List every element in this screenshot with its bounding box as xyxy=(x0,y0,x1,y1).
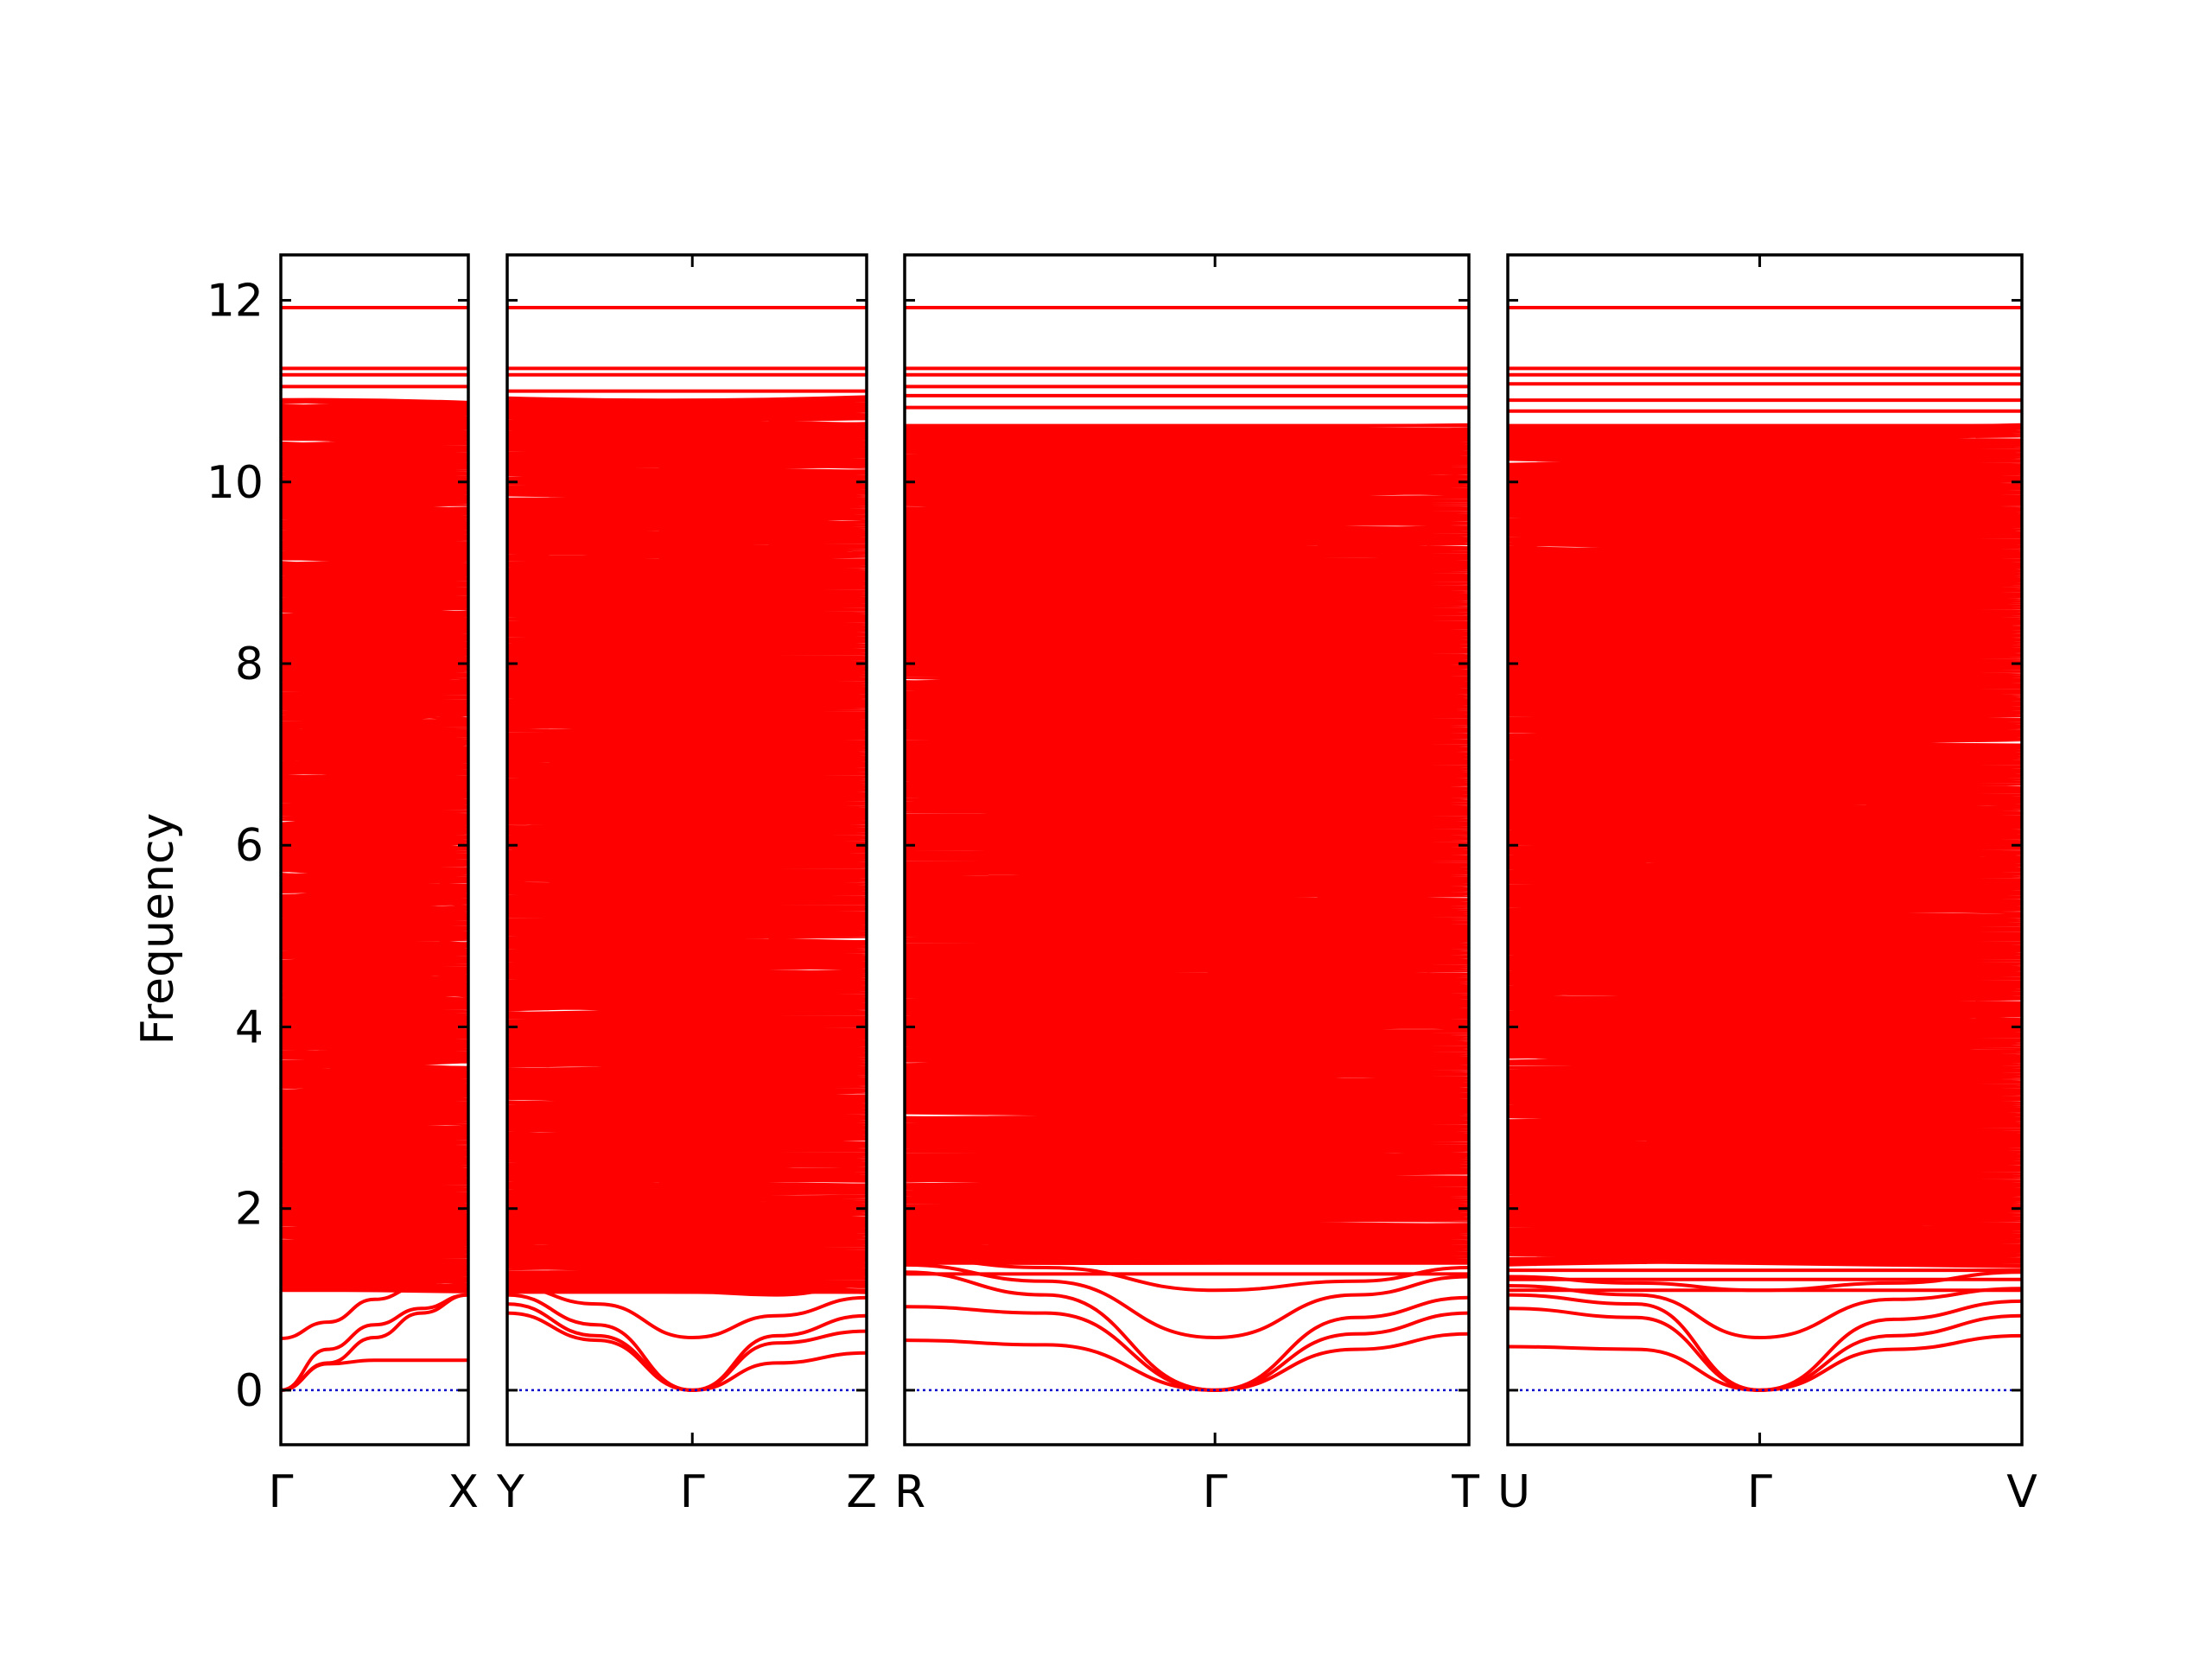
panel-2-frame xyxy=(505,253,868,1446)
panel-3-acoustic-branch-4 xyxy=(905,1256,1469,1293)
panel-3-bands xyxy=(905,305,1469,1392)
panel-2-acoustic-branch-2 xyxy=(507,1293,867,1392)
panel-4-frame xyxy=(1506,253,2024,1446)
panel-1-frame xyxy=(279,253,470,1446)
x-tick-label-V: V xyxy=(2006,1466,2037,1518)
y-tick-label-10: 10 xyxy=(207,457,264,509)
y-tick-label-4: 4 xyxy=(235,1001,264,1053)
panel-3-dense-bands xyxy=(905,423,1469,1265)
x-tick-label-Y: Y xyxy=(496,1466,524,1518)
x-tick-label-T: T xyxy=(1451,1466,1479,1518)
y-tick-label-8: 8 xyxy=(235,639,264,690)
panel-3-acoustic-branch-3 xyxy=(905,1262,1469,1340)
panel-4 xyxy=(1506,253,2024,1446)
y-tick-label-6: 6 xyxy=(235,820,264,872)
panels xyxy=(279,253,2024,1446)
panel-1-bands xyxy=(281,305,468,1392)
panel-2-dense-bands xyxy=(507,395,867,1294)
y-tick-label-2: 2 xyxy=(235,1184,264,1236)
x-tick-label-Γ: Γ xyxy=(680,1466,705,1518)
panel-2-acoustic-branch-3 xyxy=(507,1284,867,1340)
panel-4-acoustic-branch-4 xyxy=(1508,1270,2022,1293)
x-tick-label-X: X xyxy=(448,1466,479,1518)
y-axis-label: Frequency xyxy=(132,813,184,1046)
y-tick-labels: 0 2 4 6 8 10 12 xyxy=(207,276,264,1417)
y-tick-label-12: 12 xyxy=(207,276,264,327)
panel-2-bands xyxy=(507,305,867,1392)
panel-4-acoustic-branch-2 xyxy=(1508,1293,2022,1392)
x-tick-label-R: R xyxy=(894,1466,925,1518)
panel-4-acoustic-branch-3 xyxy=(1508,1284,2022,1340)
panel-4-acoustic-branch-0 xyxy=(1508,1333,2022,1392)
panel-4-bands xyxy=(1508,305,2022,1392)
x-tick-label-Γ: Γ xyxy=(269,1466,294,1518)
panel-1-acoustic-branch-1 xyxy=(281,1293,468,1392)
panel-1-acoustic-branch-2 xyxy=(281,1293,468,1392)
panel-1-dense-bands xyxy=(281,397,468,1294)
panel-1-acoustic-branch-3 xyxy=(281,1283,468,1340)
x-tick-label-Γ: Γ xyxy=(1203,1466,1228,1518)
panel-2 xyxy=(505,253,868,1446)
x-tick-label-Z: Z xyxy=(846,1466,877,1518)
x-tick-label-U: U xyxy=(1497,1466,1530,1518)
panel-1 xyxy=(279,253,470,1446)
panel-2-acoustic-branch-4 xyxy=(507,1274,867,1297)
panel-3-frame xyxy=(903,253,1471,1446)
x-tick-label-Γ: Γ xyxy=(1747,1466,1772,1518)
panel-3-acoustic-branch-0 xyxy=(905,1332,1469,1392)
panel-3 xyxy=(903,253,1471,1446)
panel-4-dense-bands xyxy=(1508,423,2022,1268)
y-tick-label-0: 0 xyxy=(235,1365,264,1417)
